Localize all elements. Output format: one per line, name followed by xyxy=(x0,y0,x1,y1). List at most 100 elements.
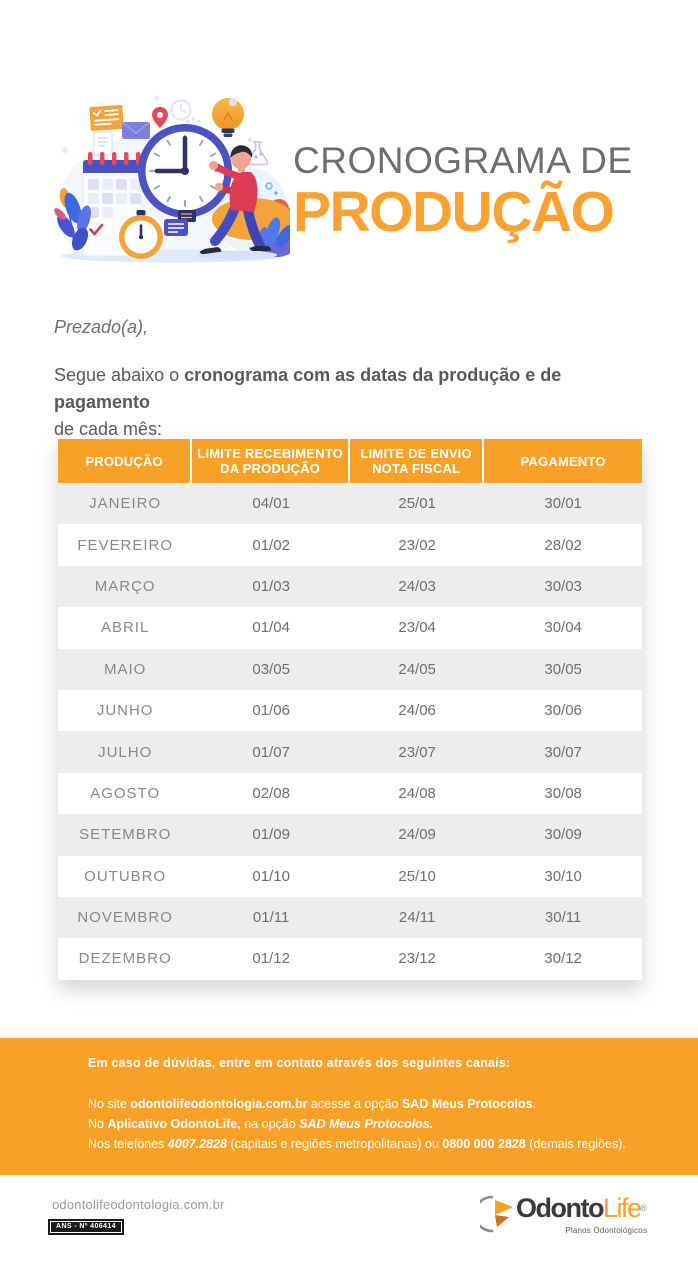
sticky-note-icon xyxy=(89,104,124,131)
date-cell: 24/09 xyxy=(398,826,436,844)
decorative-dots xyxy=(62,95,278,195)
table-row: FEVEREIRO 01/02 23/02 28/02 xyxy=(58,524,642,566)
date-cell: 01/02 xyxy=(252,536,290,554)
calendar-checkmark xyxy=(89,223,104,236)
date-cell: 01/04 xyxy=(252,619,290,637)
contact-heading: Em caso de dúvidas, entre em contato atr… xyxy=(88,1056,511,1070)
table-row: JANEIRO 04/01 25/01 30/01 xyxy=(58,483,642,525)
date-cell: 01/10 xyxy=(252,867,290,885)
date-cell: 01/03 xyxy=(252,577,290,595)
table-header-cell: PAGAMENTO xyxy=(520,453,606,469)
month-cell: NOVEMBRO xyxy=(77,909,173,927)
clock-illustration xyxy=(138,124,232,218)
schedule-table: PRODUÇÃO LIMITE RECEBIMENTO DA PRODUÇÃO LIM… xyxy=(58,439,642,980)
table-row: DEZEMBRO 01/12 23/12 30/12 xyxy=(58,938,642,980)
lightbulb-icon xyxy=(212,98,244,137)
date-cell: 02/08 xyxy=(252,784,290,802)
date-cell: 30/05 xyxy=(544,660,582,678)
month-cell: JANEIRO xyxy=(89,495,162,513)
month-cell: JULHO xyxy=(98,743,153,761)
date-cell: 04/01 xyxy=(252,495,290,513)
registered-mark: ® xyxy=(640,1203,648,1213)
table-row: AGOSTO 02/08 24/08 30/08 xyxy=(58,772,642,815)
table-row: ABRIL 01/04 23/04 30/04 xyxy=(58,607,642,649)
plant-left xyxy=(54,188,91,251)
date-cell: 24/08 xyxy=(398,784,436,802)
table-header-cell: PRODUÇÃO xyxy=(58,439,193,483)
odontolife-logo: OdontoLife® Planos Odontológicos xyxy=(480,1191,647,1237)
table-row: OUTUBRO 01/10 25/10 30/10 xyxy=(58,855,642,897)
date-cell: 30/08 xyxy=(544,784,582,802)
date-cell: 25/10 xyxy=(398,867,436,885)
date-cell: 23/02 xyxy=(398,536,436,554)
date-cell: 25/01 xyxy=(398,495,436,513)
month-cell: FEVEREIRO xyxy=(77,536,173,554)
table-row: JULHO 01/07 23/07 30/07 xyxy=(58,731,642,773)
title-line2: PRODUÇÃO xyxy=(293,180,615,244)
date-cell: 30/11 xyxy=(544,909,582,927)
flask-icon xyxy=(246,141,269,166)
logo-tagline: Planos Odontológicos xyxy=(565,1226,648,1235)
date-cell: 24/11 xyxy=(398,909,436,927)
date-cell: 30/03 xyxy=(544,577,582,595)
date-cell: 24/05 xyxy=(398,660,436,678)
text-line: No site odontolifeodontologia.com.br ace… xyxy=(88,1097,537,1111)
month-cell: JUNHO xyxy=(96,702,154,720)
date-cell: 23/04 xyxy=(398,619,436,637)
page-title: CRONOGRAMA DE PRODUÇÃO xyxy=(293,141,633,244)
date-cell: 28/02 xyxy=(544,536,582,554)
person-figure xyxy=(197,145,277,260)
text-line: Segue abaixo o cronograma com as datas d… xyxy=(54,365,562,412)
time-management-illustration xyxy=(54,95,290,263)
date-cell: 30/01 xyxy=(544,495,582,513)
table-header-cell: LIMITE DE ENVIO NOTA FISCAL xyxy=(350,439,485,483)
footer-website: odontolifeodontologia.com.br xyxy=(52,1197,225,1212)
clock-outline-icon xyxy=(170,99,192,121)
date-cell: 24/03 xyxy=(398,577,436,595)
schedule-table-header: PRODUÇÃO LIMITE RECEBIMENTO DA PRODUÇÃO LIM… xyxy=(58,439,642,483)
text-line: Nos telefones 4007.2828 (capitais e regi… xyxy=(88,1137,626,1151)
date-cell: 24/06 xyxy=(398,702,436,720)
contact-lines: No site odontolifeodontologia.com.br ace… xyxy=(88,1094,662,1154)
schedule-table-body: JANEIRO 04/01 25/01 30/01 FEVEREIRO 01/02 23/0… xyxy=(58,483,642,980)
date-cell: 30/10 xyxy=(544,867,582,885)
month-cell: AGOSTO xyxy=(90,784,161,802)
month-cell: OUTUBRO xyxy=(84,867,167,885)
date-cell: 01/06 xyxy=(252,702,290,720)
month-cell: ABRIL xyxy=(100,619,150,637)
month-cell: SETEMBRO xyxy=(79,826,172,844)
month-cell: MARÇO xyxy=(94,577,156,595)
date-cell: 30/09 xyxy=(544,826,582,844)
document-icon xyxy=(93,131,113,156)
table-row: SETEMBRO 01/09 24/09 30/09 xyxy=(58,814,642,856)
table-row: JUNHO 01/06 24/06 30/06 xyxy=(58,689,642,732)
contact-box: Em caso de dúvidas, entre em contato atr… xyxy=(0,1038,698,1175)
text-line: de cada mês: xyxy=(54,419,163,439)
date-cell: 03/05 xyxy=(252,660,290,678)
intro-paragraph: Segue abaixo o cronograma com as datas d… xyxy=(54,362,654,443)
date-cell: 01/07 xyxy=(252,743,290,761)
list-box-icons xyxy=(164,210,196,236)
date-cell: 30/04 xyxy=(544,619,582,637)
month-cell: MAIO xyxy=(103,660,147,678)
salutation: Prezado(a), xyxy=(54,317,149,337)
date-cell: 30/06 xyxy=(544,702,582,720)
date-cell: 30/07 xyxy=(544,743,582,761)
ans-badge: ANS - Nº 406414 xyxy=(48,1219,124,1235)
date-cell: 30/12 xyxy=(544,950,582,968)
envelope-icon xyxy=(122,122,150,139)
map-pin-icon xyxy=(152,107,168,128)
stopwatch-icon xyxy=(119,210,163,259)
date-cell: 01/09 xyxy=(252,826,290,844)
table-header-cell: LIMITE RECEBIMENTO DA PRODUÇÃO xyxy=(192,439,350,483)
month-cell: DEZEMBRO xyxy=(78,950,172,968)
logo-text-life: Life xyxy=(602,1193,642,1223)
odontolife-logo-wordmark: OdontoLife® xyxy=(516,1191,647,1225)
text-line: No Aplicativo OdontoLife, na opção SAD M… xyxy=(88,1117,434,1131)
table-row: NOVEMBRO 01/11 24/11 30/11 xyxy=(58,896,642,939)
logo-text-odonto: Odonto xyxy=(516,1193,604,1223)
table-row: MAIO 03/05 24/05 30/05 xyxy=(58,648,642,690)
date-cell: 23/07 xyxy=(398,743,436,761)
date-cell: 01/11 xyxy=(252,909,290,927)
